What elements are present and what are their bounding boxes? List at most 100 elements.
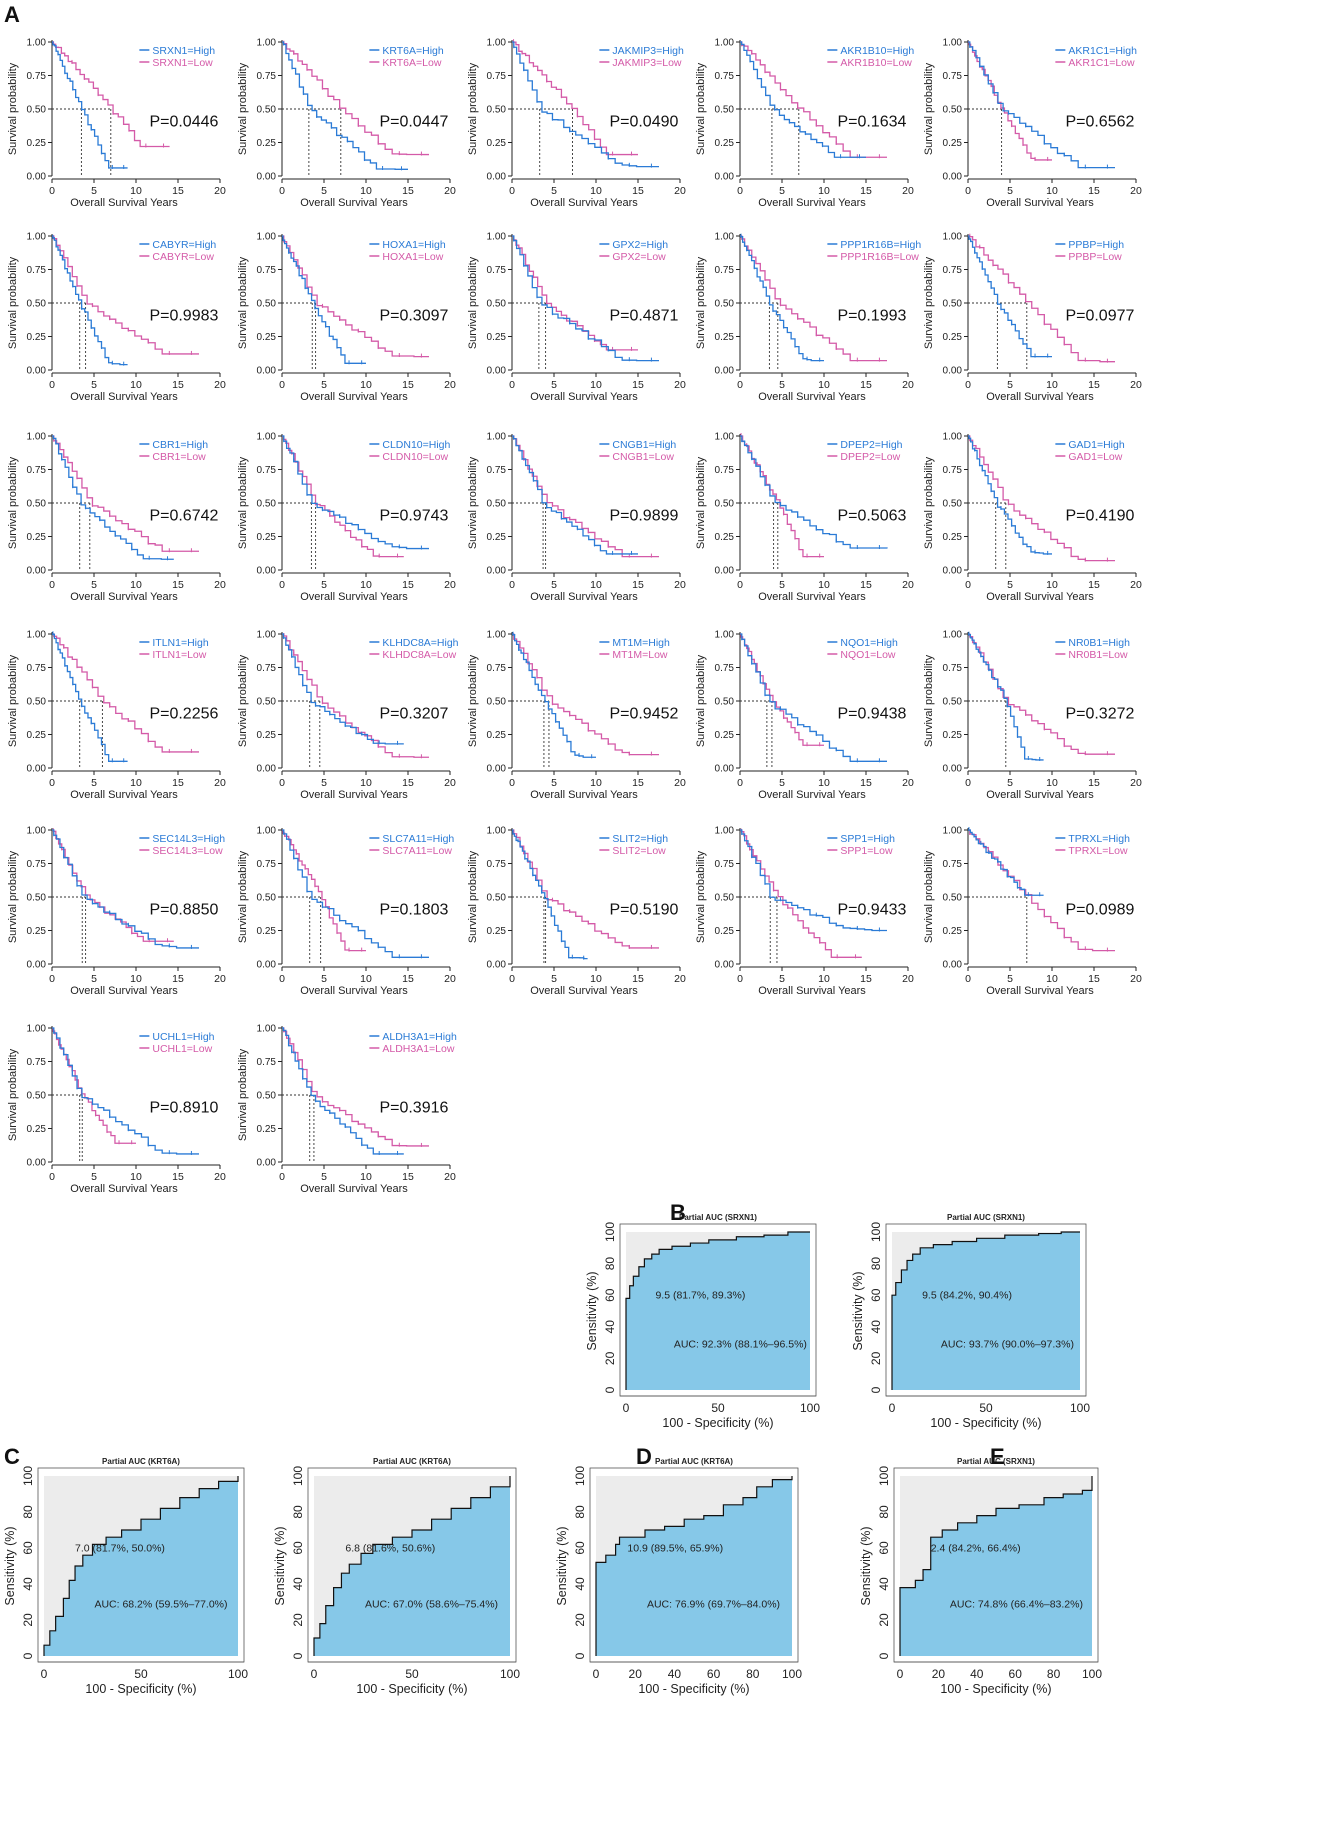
x-tick-label: 0 bbox=[509, 185, 515, 197]
y-axis-label: Survival probability bbox=[237, 1048, 249, 1141]
y-axis-label: Survival probability bbox=[7, 456, 19, 549]
y-axis-label: Survival probability bbox=[7, 62, 19, 155]
km-panel-slit2: 0 5 10 15 20 0.00 0.25 0.50 0.75 1.00 Overall Surv… bbox=[467, 826, 686, 998]
roc-y-axis-label: Sensitivity (%) bbox=[3, 1526, 17, 1605]
p-value: P=0.4190 bbox=[1065, 507, 1134, 524]
roc-y-axis-label: Sensitivity (%) bbox=[555, 1526, 569, 1605]
y-tick-label: 0.00 bbox=[257, 960, 277, 971]
x-tick-label: 20 bbox=[214, 185, 226, 197]
x-tick-label: 20 bbox=[1130, 185, 1142, 197]
roc-y-tick-label: 60 bbox=[573, 1541, 587, 1555]
y-axis-label: Survival probability bbox=[237, 256, 249, 349]
p-value: P=0.0490 bbox=[609, 113, 678, 130]
legend-low: SRXN1=Low bbox=[152, 57, 213, 69]
y-axis-label: Survival probability bbox=[7, 654, 19, 747]
x-tick-label: 20 bbox=[444, 579, 456, 591]
legend-low: CLDN10=Low bbox=[382, 451, 448, 463]
roc-y-tick-label: 60 bbox=[877, 1541, 891, 1555]
roc-threshold-label: 10.9 (89.5%, 65.9%) bbox=[627, 1543, 723, 1555]
x-axis-label: Overall Survival Years bbox=[986, 985, 1094, 997]
y-tick-label: 0.00 bbox=[943, 960, 963, 971]
roc-y-tick-label: 40 bbox=[21, 1577, 35, 1591]
roc-y-tick-label: 0 bbox=[573, 1652, 587, 1659]
y-tick-label: 1.00 bbox=[257, 232, 277, 243]
roc-y-tick-label: 0 bbox=[291, 1652, 305, 1659]
roc-y-tick-label: 100 bbox=[869, 1222, 883, 1242]
x-axis-label: Overall Survival Years bbox=[70, 391, 178, 403]
x-tick-label: 20 bbox=[214, 1171, 226, 1183]
y-tick-label: 0.00 bbox=[257, 172, 277, 183]
roc-x-tick-label: 0 bbox=[311, 1667, 318, 1681]
y-tick-label: 0.75 bbox=[943, 265, 963, 276]
x-tick-label: 0 bbox=[737, 185, 743, 197]
x-tick-label: 10 bbox=[130, 185, 142, 197]
roc-x-tick-label: 100 bbox=[800, 1401, 820, 1415]
legend-high: PPP1R16B=High bbox=[840, 239, 921, 251]
y-tick-label: 0.50 bbox=[257, 499, 277, 510]
x-axis-label: Overall Survival Years bbox=[530, 789, 638, 801]
x-axis-label: Overall Survival Years bbox=[530, 391, 638, 403]
roc-area bbox=[892, 1232, 1080, 1390]
x-tick-label: 0 bbox=[509, 379, 515, 391]
x-tick-label: 0 bbox=[279, 777, 285, 789]
roc-y-tick-label: 40 bbox=[573, 1577, 587, 1591]
x-tick-label: 5 bbox=[779, 777, 785, 789]
km-high-curve bbox=[968, 235, 1052, 358]
x-tick-label: 15 bbox=[860, 379, 872, 391]
legend-high: UCHL1=High bbox=[152, 1031, 214, 1043]
x-tick-label: 0 bbox=[965, 579, 971, 591]
y-tick-label: 0.75 bbox=[943, 71, 963, 82]
roc-y-tick-label: 40 bbox=[869, 1320, 883, 1334]
x-tick-label: 0 bbox=[49, 379, 55, 391]
y-axis-label: Survival probability bbox=[7, 256, 19, 349]
y-tick-label: 0.75 bbox=[257, 663, 277, 674]
y-axis-label: Survival probability bbox=[237, 850, 249, 943]
x-tick-label: 20 bbox=[1130, 379, 1142, 391]
km-panel-jakmip3: 0 5 10 15 20 0.00 0.25 0.50 0.75 1.00 Overall Surv… bbox=[467, 38, 686, 210]
x-tick-label: 20 bbox=[444, 185, 456, 197]
x-axis-label: Overall Survival Years bbox=[986, 197, 1094, 209]
km-panel-spp1: 0 5 10 15 20 0.00 0.25 0.50 0.75 1.00 Overall Surv… bbox=[695, 826, 914, 998]
x-axis-label: Overall Survival Years bbox=[300, 197, 408, 209]
y-tick-label: 1.00 bbox=[27, 432, 47, 443]
x-tick-label: 20 bbox=[214, 579, 226, 591]
x-tick-label: 20 bbox=[674, 973, 686, 985]
legend-low: CBR1=Low bbox=[152, 451, 206, 463]
y-axis-label: Survival probability bbox=[467, 456, 479, 549]
x-axis-label: Overall Survival Years bbox=[70, 591, 178, 603]
y-tick-label: 0.25 bbox=[943, 926, 963, 937]
x-tick-label: 10 bbox=[590, 579, 602, 591]
legend-low: TPRXL=Low bbox=[1068, 845, 1128, 857]
legend-high: JAKMIP3=High bbox=[612, 45, 684, 57]
km-panel-ppp1r16b: 0 5 10 15 20 0.00 0.25 0.50 0.75 1.00 Overall Surv… bbox=[695, 232, 921, 404]
legend-high: CNGB1=High bbox=[612, 439, 676, 451]
y-tick-label: 1.00 bbox=[943, 432, 963, 443]
roc-area bbox=[626, 1232, 810, 1390]
x-axis-label: Overall Survival Years bbox=[70, 789, 178, 801]
x-tick-label: 15 bbox=[402, 185, 414, 197]
y-tick-label: 1.00 bbox=[715, 432, 735, 443]
legend-high: SEC14L3=High bbox=[152, 833, 225, 845]
roc-x-tick-label: 20 bbox=[932, 1667, 946, 1681]
x-tick-label: 20 bbox=[902, 777, 914, 789]
roc-y-axis-label: Sensitivity (%) bbox=[273, 1526, 287, 1605]
legend-low: AKR1C1=Low bbox=[1068, 57, 1135, 69]
legend-high: GAD1=High bbox=[1068, 439, 1124, 451]
x-tick-label: 15 bbox=[632, 777, 644, 789]
roc-y-tick-label: 40 bbox=[603, 1320, 617, 1334]
x-axis-label: Overall Survival Years bbox=[300, 391, 408, 403]
p-value: P=0.8910 bbox=[149, 1099, 218, 1116]
km-high-curve bbox=[968, 829, 1044, 896]
x-tick-label: 15 bbox=[172, 185, 184, 197]
p-value: P=0.1803 bbox=[379, 901, 448, 918]
x-tick-label: 15 bbox=[402, 1171, 414, 1183]
x-axis-label: Overall Survival Years bbox=[530, 591, 638, 603]
roc-x-tick-label: 100 bbox=[1070, 1401, 1090, 1415]
x-axis-label: Overall Survival Years bbox=[300, 1183, 408, 1195]
x-tick-label: 5 bbox=[321, 579, 327, 591]
y-tick-label: 0.00 bbox=[27, 764, 47, 775]
x-tick-label: 15 bbox=[1088, 185, 1100, 197]
y-axis-label: Survival probability bbox=[237, 456, 249, 549]
x-tick-label: 20 bbox=[674, 379, 686, 391]
x-tick-label: 10 bbox=[130, 379, 142, 391]
